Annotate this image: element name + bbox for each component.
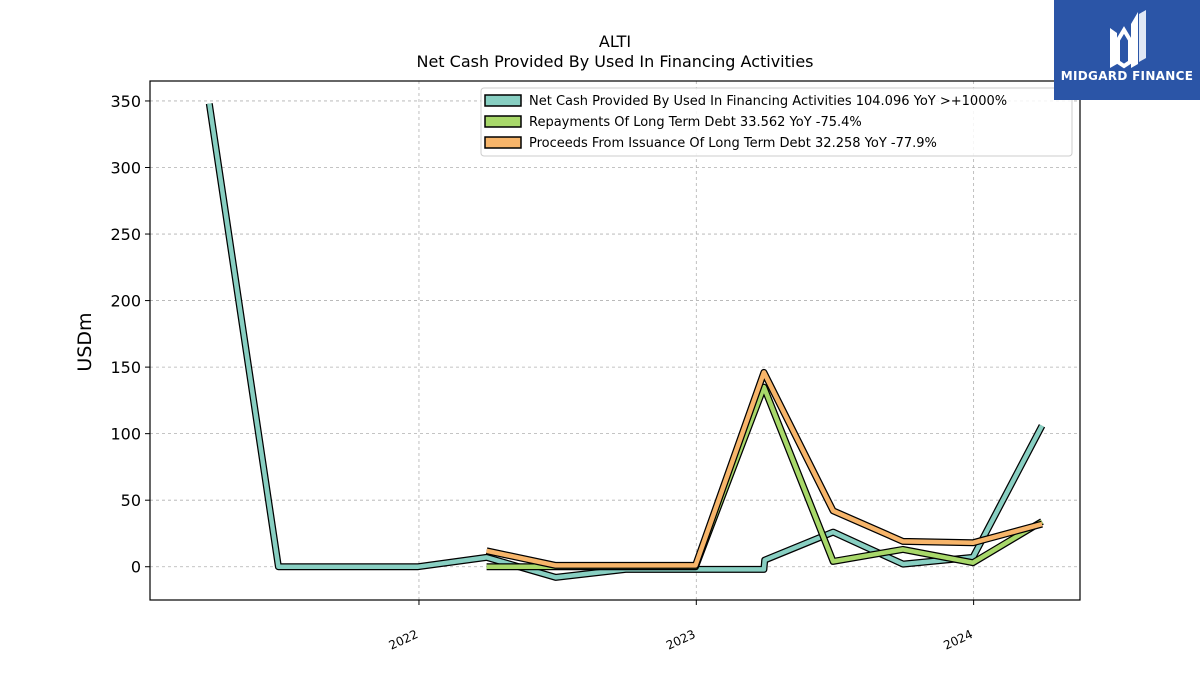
series-outline-0: [205, 103, 1046, 581]
series-line-2: [486, 370, 1043, 568]
y-tick-label: 250: [110, 225, 141, 244]
legend-label: Repayments Of Long Term Debt 33.562 YoY …: [529, 115, 862, 130]
legend-swatch: [484, 115, 522, 128]
series-lines: [205, 103, 1046, 581]
legend: Net Cash Provided By Used In Financing A…: [480, 87, 1073, 157]
y-tick-label: 50: [121, 491, 141, 510]
series-line-0: [207, 103, 1044, 580]
x-tick-label: 2023: [664, 627, 698, 653]
y-tick-label: 0: [131, 558, 141, 577]
x-tick-label: 2024: [941, 627, 975, 653]
legend-swatch: [484, 136, 522, 149]
series-outline-2: [485, 368, 1043, 569]
y-tick-label: 350: [110, 92, 141, 111]
y-axis-label: USDm: [74, 312, 96, 371]
y-tick-label: 100: [110, 425, 141, 444]
legend-box: [480, 87, 1073, 157]
y-tick-label: 150: [110, 358, 141, 377]
chart-title: ALTI: [598, 32, 632, 51]
brand-logo: MIDGARD FINANCE: [1054, 0, 1200, 100]
y-tick-label: 300: [110, 159, 141, 178]
midgard-logo-icon: [1110, 10, 1146, 69]
legend-swatch: [484, 94, 522, 107]
plot-frame: [149, 80, 1081, 601]
y-tick-label: 200: [110, 292, 141, 311]
chart-subtitle: Net Cash Provided By Used In Financing A…: [416, 52, 814, 71]
grid: [150, 81, 1080, 600]
legend-label: Proceeds From Issuance Of Long Term Debt…: [529, 136, 937, 151]
legend-label: Net Cash Provided By Used In Financing A…: [529, 94, 1007, 109]
logo-text: MIDGARD FINANCE: [1060, 69, 1194, 83]
x-tick-label: 2022: [387, 627, 421, 653]
